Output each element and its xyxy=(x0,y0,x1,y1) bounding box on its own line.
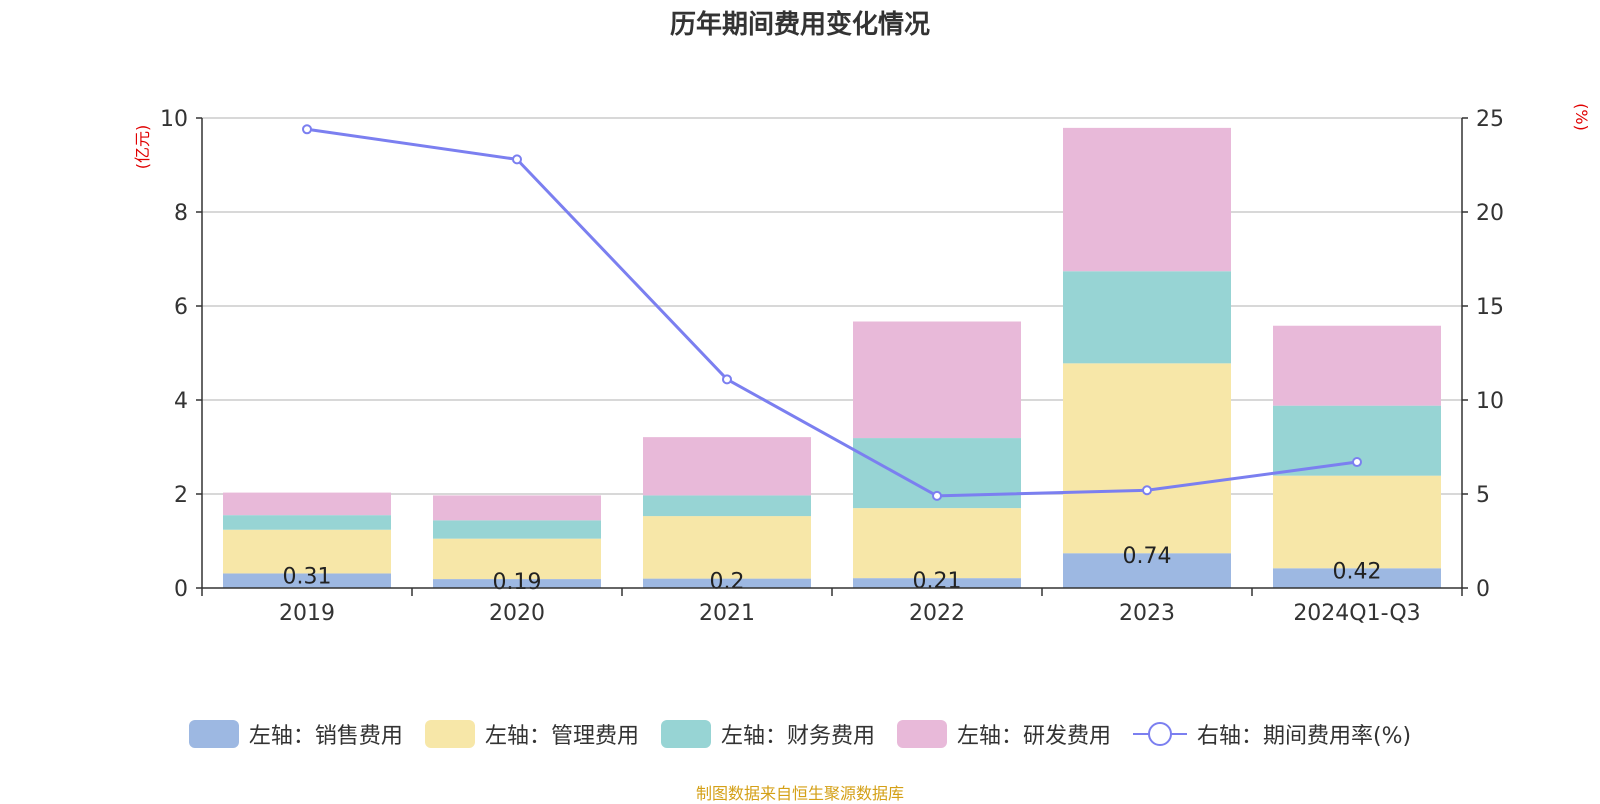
left-axis-tick-label: 10 xyxy=(160,107,188,132)
x-axis-tick-label: 2020 xyxy=(489,601,545,626)
left-axis-tick-label: 0 xyxy=(174,577,188,602)
left-axis-tick-label: 4 xyxy=(174,389,188,414)
legend: 左轴：销售费用 左轴：管理费用 左轴：财务费用 左轴：研发费用 右轴：期间费用率… xyxy=(0,718,1600,750)
bar-segment xyxy=(433,495,601,521)
bar-segment xyxy=(1063,271,1231,364)
right-axis-tick-label: 15 xyxy=(1476,295,1504,320)
right-axis-tick-label: 25 xyxy=(1476,107,1504,132)
legend-swatch-admin xyxy=(424,720,475,748)
x-axis-tick-label: 2022 xyxy=(909,601,965,626)
bar-segment xyxy=(223,515,391,530)
bar-segment xyxy=(643,437,811,496)
bar-data-label: 0.31 xyxy=(283,564,332,589)
grid-lines xyxy=(202,117,1462,495)
legend-item-admin[interactable]: 左轴：管理费用 xyxy=(424,718,639,750)
legend-swatch-finance xyxy=(660,720,711,748)
bar-segment xyxy=(1273,475,1441,569)
bar-segment xyxy=(1273,568,1441,588)
right-axis-tick-label: 20 xyxy=(1476,201,1504,226)
legend-line-marker-icon xyxy=(1132,722,1187,746)
rate-point xyxy=(932,490,942,501)
line-series xyxy=(302,124,1362,501)
bar-segment xyxy=(1063,553,1231,588)
bar-segment xyxy=(643,495,811,517)
bar-data-label: 0.2 xyxy=(710,570,745,595)
left-axis-tick-label: 6 xyxy=(174,295,188,320)
bar-segment xyxy=(1063,363,1231,554)
right-axis-tick-label: 5 xyxy=(1476,483,1490,508)
source-note: 制图数据来自恒生聚源数据库 xyxy=(695,784,904,803)
right-axis-tick-label: 0 xyxy=(1476,577,1490,602)
x-axis-tick-label: 2019 xyxy=(279,601,335,626)
bar-segment xyxy=(1063,127,1231,272)
bar-segment xyxy=(853,321,1021,439)
bar-segment xyxy=(433,520,601,539)
rate-point xyxy=(512,154,522,165)
legend-item-rate[interactable]: 右轴：期间费用率(%) xyxy=(1132,718,1412,750)
bar-segment xyxy=(433,538,601,580)
legend-item-rnd[interactable]: 左轴：研发费用 xyxy=(896,718,1111,750)
legend-label-rate: 右轴：期间费用率(%) xyxy=(1196,724,1412,749)
bar-data-label: 0.19 xyxy=(493,570,542,595)
bar-segment xyxy=(643,578,811,588)
bar-segment xyxy=(223,529,391,574)
axes: 0 2 4 6 8 10 0 5 10 15 20 25 2019 2020 2021 2022 2023 202… xyxy=(160,107,1504,626)
legend-item-finance[interactable]: 左轴：财务费用 xyxy=(660,718,875,750)
legend-swatch-sales xyxy=(188,720,239,748)
left-axis-tick-label: 8 xyxy=(174,201,188,226)
bar-data-label: 0.21 xyxy=(913,569,962,594)
x-axis-tick-label: 2024Q1-Q3 xyxy=(1293,601,1420,626)
bar-segment xyxy=(223,492,391,516)
legend-label-admin: 左轴：管理费用 xyxy=(484,724,639,749)
legend-item-sales[interactable]: 左轴：销售费用 xyxy=(188,718,403,750)
legend-label-finance: 左轴：财务费用 xyxy=(720,724,875,749)
rate-point xyxy=(302,124,312,135)
bar-segment xyxy=(643,516,811,579)
rate-point xyxy=(1352,457,1362,468)
bar-data-label: 0.74 xyxy=(1123,544,1172,569)
rate-line xyxy=(306,127,1358,498)
right-axis-tick-label: 10 xyxy=(1476,389,1504,414)
bar-data-label: 0.42 xyxy=(1333,559,1382,584)
bar-segment xyxy=(433,579,601,588)
legend-label-sales: 左轴：销售费用 xyxy=(248,724,403,749)
x-axis-tick-label: 2021 xyxy=(699,601,755,626)
left-axis-label: (亿元) xyxy=(133,125,152,170)
right-axis-label: (%) xyxy=(1572,103,1591,131)
bar-segment xyxy=(853,508,1021,579)
bar-segment xyxy=(223,573,391,588)
rate-point xyxy=(1142,485,1152,496)
left-axis-tick-label: 2 xyxy=(174,483,188,508)
bars: 0.31 0.19 0.2 0.21 0.74 0.42 xyxy=(223,127,1441,595)
x-axis-tick-label: 2023 xyxy=(1119,601,1175,626)
chart-title: 历年期间费用变化情况 xyxy=(669,10,930,40)
legend-label-rnd: 左轴：研发费用 xyxy=(956,724,1111,749)
legend-swatch-rnd xyxy=(896,720,947,748)
bar-segment xyxy=(853,578,1021,588)
bar-segment xyxy=(1273,325,1441,406)
rate-point xyxy=(722,374,732,385)
